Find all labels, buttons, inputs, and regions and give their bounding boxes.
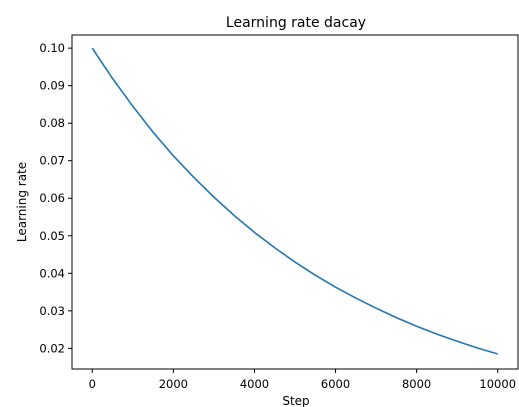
y-tick-label: 0.05: [39, 229, 65, 243]
y-tick-label: 0.06: [39, 191, 65, 205]
y-tick-label: 0.02: [39, 341, 65, 355]
x-tick-label: 2000: [159, 377, 188, 391]
plot-area: 0 2000 4000 6000 8000 10000 0.020.030.040.050…: [39, 34, 519, 391]
x-tick-label: 0: [89, 377, 96, 391]
x-axis-label: Step: [282, 394, 309, 407]
y-tick-label: 0.10: [39, 41, 65, 55]
x-tick-label: 6000: [321, 377, 350, 391]
y-tick-label: 0.08: [39, 116, 65, 130]
x-tick-label: 8000: [402, 377, 431, 391]
series-layer: [91, 47, 498, 355]
y-tick-label: 0.03: [39, 304, 65, 318]
y-tick-label: 0.07: [39, 154, 65, 168]
plot-frame: [71, 34, 519, 370]
chart-title: Learning rate dacay: [226, 15, 366, 31]
y-tick-label: 0.04: [39, 266, 65, 280]
x-axis-ticks: 0 2000 4000 6000 8000 10000: [89, 369, 516, 391]
y-axis-label: Learning rate: [15, 162, 29, 242]
learning-rate-line: [91, 47, 498, 355]
x-tick-label: 4000: [240, 377, 269, 391]
x-tick-label: 10000: [479, 377, 516, 391]
y-axis-ticks: 0.02 0.03 0.04 0.05 0.06 0.07 0.08 0.09 0.10: [39, 41, 72, 355]
y-tick-label: 0.09: [39, 79, 65, 93]
